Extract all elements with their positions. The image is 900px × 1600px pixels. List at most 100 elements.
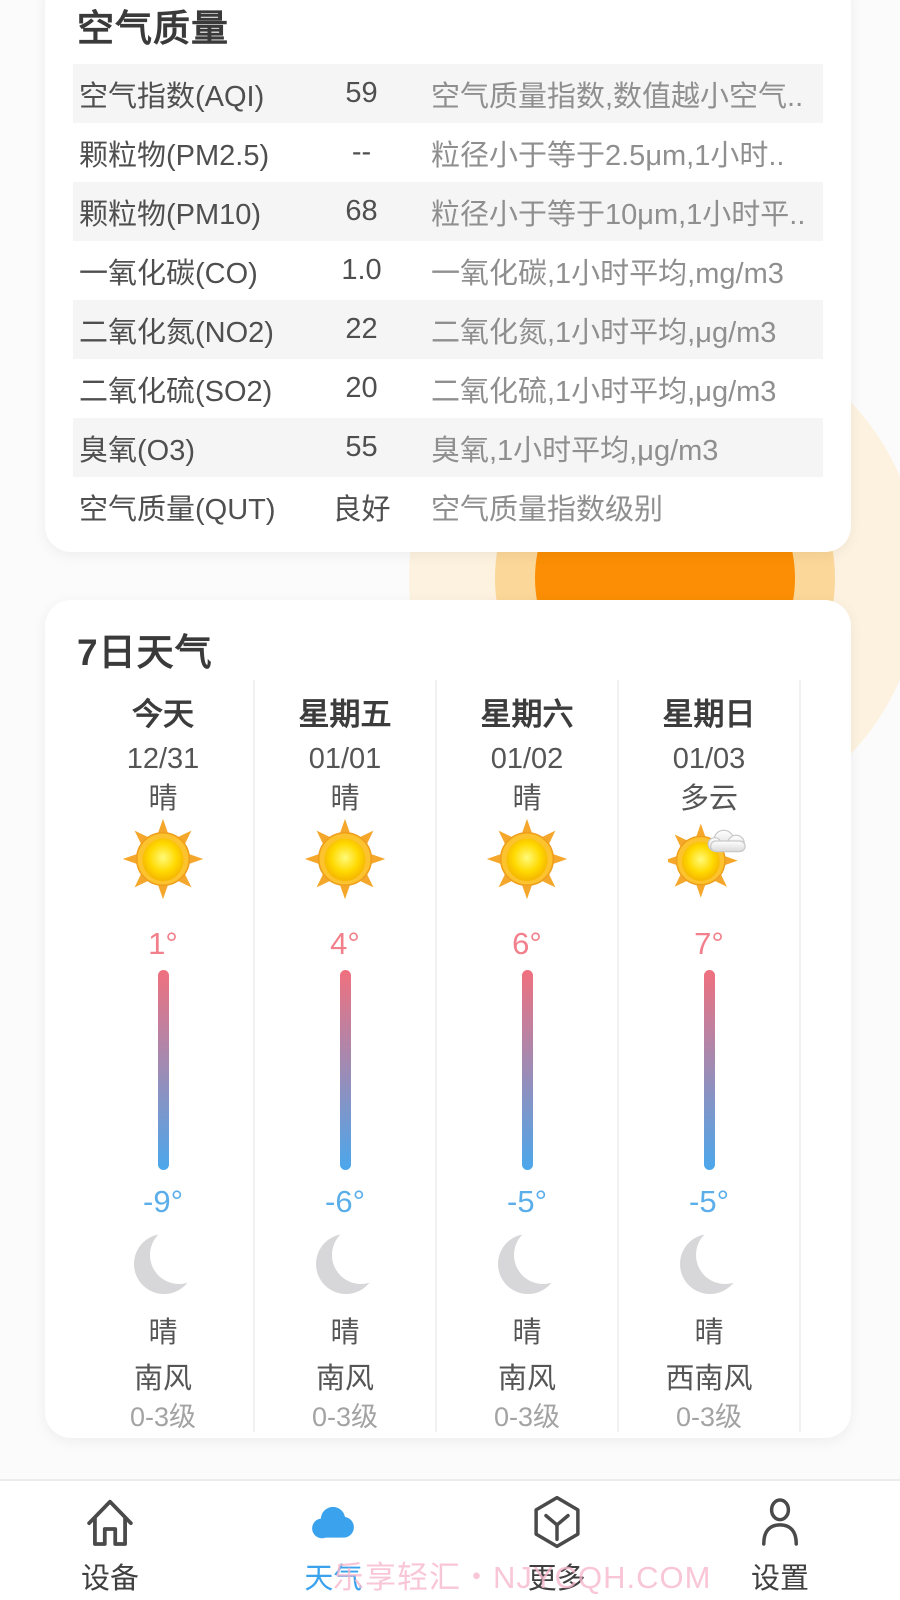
weather-icon-slot (668, 818, 750, 900)
forecast-day-column: 星期日 01/03 多云 (619, 680, 801, 1432)
wind-level: 0-3级 (311, 1402, 379, 1432)
wind-level: 0-3级 (675, 1402, 743, 1432)
day-condition: 晴 (148, 783, 178, 815)
day-condition: 多云 (679, 783, 738, 815)
home-icon (87, 1499, 133, 1546)
nav-item[interactable]: 更多 (472, 1493, 642, 1600)
air-quality-row: 空气指数(AQI) 59 空气质量指数,数值越小空气.. (73, 64, 823, 123)
air-quality-table: 空气指数(AQI) 59 空气质量指数,数值越小空气.. 颗粒物(PM2.5) … (73, 64, 823, 536)
weather-icon-slot (122, 818, 204, 900)
forecast-day-column: 星期五 01/01 晴 (255, 680, 437, 1432)
pollutant-label: 二氧化氮(NO2) (79, 316, 274, 349)
forecast-title: 7日天气 (77, 632, 213, 673)
air-quality-row: 臭氧(O3) 55 臭氧,1小时平均,μg/m3 (73, 418, 823, 477)
night-condition: 晴 (512, 1317, 542, 1349)
pollutant-value: 68 (345, 195, 378, 227)
pollutant-description: 臭氧,1小时平均,μg/m3 (431, 434, 719, 467)
high-temperature: 6° (512, 926, 542, 961)
pollutant-value: 良好 (332, 493, 391, 526)
day-date: 01/01 (308, 743, 382, 775)
nav-label: 设置 (750, 1563, 809, 1595)
air-quality-row: 二氧化氮(NO2) 22 二氧化氮,1小时平均,μg/m3 (73, 300, 823, 359)
night-condition: 晴 (694, 1317, 724, 1349)
low-temperature: -6° (325, 1184, 365, 1219)
sun-icon (122, 818, 204, 900)
day-name: 星期六 (480, 697, 574, 732)
pollutant-value: 20 (345, 372, 378, 404)
temperature-bar (157, 970, 169, 1170)
nav-label: 设备 (80, 1563, 139, 1595)
pollutant-value: 59 (345, 77, 378, 109)
wind-direction: 南风 (133, 1363, 192, 1395)
temperature-bar (339, 970, 351, 1170)
high-temperature: 7° (694, 926, 724, 961)
air-quality-row: 一氧化碳(CO) 1.0 一氧化碳,1小时平均,mg/m3 (73, 241, 823, 300)
pollutant-description: 空气质量指数,数值越小空气.. (431, 80, 804, 113)
pollutant-description: 空气质量指数级别 (431, 493, 664, 526)
person-icon (762, 1498, 798, 1546)
night-condition: 晴 (148, 1317, 178, 1349)
day-name: 今天 (132, 697, 194, 732)
pollutant-label: 颗粒物(PM2.5) (79, 139, 270, 172)
air-quality-row: 二氧化硫(SO2) 20 二氧化硫,1小时平均,μg/m3 (73, 359, 823, 418)
wind-direction: 南风 (315, 1363, 374, 1395)
nav-label: 更多 (527, 1563, 586, 1595)
day-condition: 晴 (330, 783, 360, 815)
pollutant-label: 空气质量(QUT) (79, 493, 276, 526)
moon-icon (308, 1230, 382, 1294)
pollutant-description: 粒径小于等于2.5μm,1小时.. (431, 139, 785, 172)
forecast-day-column: 今天 12/31 晴 (73, 680, 255, 1432)
sun-cloud-icon (668, 823, 746, 898)
low-temperature: -5° (689, 1184, 729, 1219)
sun-icon (304, 818, 386, 900)
pollutant-value: 55 (345, 431, 378, 463)
pollutant-description: 一氧化碳,1小时平均,mg/m3 (431, 257, 784, 290)
wind-level: 0-3级 (493, 1402, 561, 1432)
sun-icon (486, 818, 568, 900)
low-temperature: -5° (507, 1184, 547, 1219)
temperature-bar (703, 970, 715, 1170)
pollutant-label: 臭氧(O3) (79, 434, 196, 467)
cloud-icon (312, 1506, 355, 1539)
air-quality-row: 空气质量(QUT) 良好 空气质量指数级别 (73, 477, 823, 536)
pollutant-label: 颗粒物(PM10) (79, 198, 262, 231)
air-quality-card: 空气质量 空气指数(AQI) 59 空气质量指数,数值越小空气.. 颗粒物(PM… (45, 0, 851, 552)
day-name: 星期日 (662, 697, 756, 732)
pollutant-label: 空气指数(AQI) (79, 80, 265, 113)
temperature-bar (521, 970, 533, 1170)
pollutant-value: 1.0 (341, 254, 382, 286)
pollutant-label: 一氧化碳(CO) (79, 257, 258, 290)
wind-direction: 西南风 (665, 1363, 753, 1395)
air-quality-row: 颗粒物(PM2.5) -- 粒径小于等于2.5μm,1小时.. (73, 123, 823, 182)
pollutant-label: 二氧化硫(SO2) (79, 375, 273, 408)
day-date: 12/31 (126, 743, 200, 775)
air-quality-row: 颗粒物(PM10) 68 粒径小于等于10μm,1小时平.. (73, 182, 823, 241)
pollutant-description: 二氧化硫,1小时平均,μg/m3 (431, 375, 777, 408)
moon-icon (490, 1230, 564, 1294)
day-date: 01/02 (490, 743, 564, 775)
nav-item[interactable]: 设备 (25, 1493, 195, 1600)
forecast-day-column: 星期六 01/02 晴 (437, 680, 619, 1432)
forecast-days-scroller[interactable]: 今天 12/31 晴 (73, 680, 823, 1432)
pollutant-description: 二氧化氮,1小时平均,μg/m3 (431, 316, 777, 349)
nav-item[interactable]: 天气 (248, 1493, 418, 1600)
moon-icon (126, 1230, 200, 1294)
weather-icon-slot (304, 818, 386, 900)
night-condition: 晴 (330, 1317, 360, 1349)
pollutant-value: -- (351, 136, 372, 168)
nav-item[interactable]: 设置 (695, 1493, 865, 1600)
weather-icon-slot (486, 818, 568, 900)
forecast-card: 7日天气 今天 12/31 晴 (45, 600, 851, 1438)
high-temperature: 4° (330, 926, 360, 961)
moon-icon (672, 1230, 746, 1294)
wind-direction: 南风 (497, 1363, 556, 1395)
pollutant-description: 粒径小于等于10μm,1小时平.. (431, 198, 806, 231)
day-name: 星期五 (298, 697, 392, 732)
day-date: 01/03 (672, 743, 746, 775)
bottom-navbar: 设备 天气 更多 (0, 1479, 900, 1600)
nav-label: 天气 (304, 1563, 363, 1595)
high-temperature: 1° (148, 926, 178, 961)
low-temperature: -9° (143, 1184, 183, 1219)
cube-icon (534, 1495, 580, 1549)
wind-level: 0-3级 (129, 1402, 197, 1432)
